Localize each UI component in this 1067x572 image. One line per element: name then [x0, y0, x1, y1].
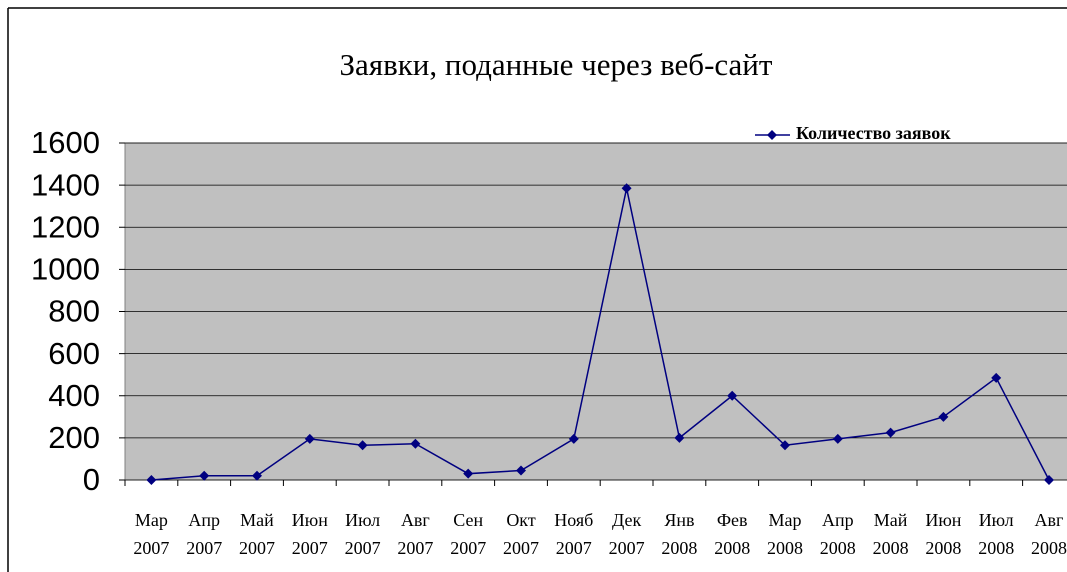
- x-tick-label: Дек 2007: [608, 510, 645, 558]
- marker: [463, 468, 474, 479]
- marker: [252, 470, 262, 481]
- marker: [885, 427, 896, 438]
- x-tick-label: Апр 2007: [186, 510, 223, 558]
- x-tick-label: Окт 2007: [503, 510, 539, 558]
- x-tick-label: Мар 2008: [767, 510, 803, 558]
- marker: [727, 390, 738, 401]
- x-tick-label: Нояб 2007: [554, 510, 594, 558]
- marker: [304, 433, 315, 444]
- x-tick-label: Май 2008: [872, 510, 909, 558]
- x-tick-label: Июн 2007: [291, 510, 328, 558]
- x-tick-label: Фев 2008: [714, 510, 751, 558]
- y-tick-label: 1600: [31, 125, 100, 160]
- marker: [568, 433, 579, 444]
- marker: [991, 372, 1002, 383]
- series-line: [151, 188, 1050, 481]
- y-tick-label: 0: [83, 462, 100, 497]
- marker: [199, 470, 210, 481]
- marker: [146, 475, 157, 485]
- x-tick-label: Авг 2008: [1031, 510, 1067, 558]
- marker: [674, 432, 685, 443]
- x-tick-label: Июн 2008: [925, 510, 962, 558]
- x-tick-label: Янв 2008: [661, 510, 698, 558]
- x-tick-label: Мар 2007: [133, 510, 170, 558]
- marker: [780, 440, 790, 451]
- x-tick-label: Авг 2007: [397, 510, 434, 558]
- x-tick-label: Июл 2007: [344, 510, 381, 558]
- y-tick-label: 1000: [31, 252, 100, 287]
- x-tick-label: Май 2007: [239, 510, 275, 558]
- y-tick-label: 600: [48, 336, 100, 371]
- marker: [516, 465, 526, 476]
- y-tick-label: 1200: [31, 209, 100, 244]
- y-tick-label: 800: [48, 294, 100, 329]
- marker: [938, 411, 949, 422]
- x-tick-label: Сен 2007: [450, 510, 487, 558]
- marker: [621, 183, 632, 194]
- chart-title: Заявки, поданные через веб-сайт: [340, 47, 773, 82]
- legend-label: Количество заявок: [796, 123, 951, 143]
- y-tick-label: 200: [48, 420, 100, 455]
- marker: [1044, 475, 1054, 485]
- x-tick-label: Апр 2008: [819, 510, 856, 558]
- marker: [357, 440, 368, 451]
- x-tick-label: Июл 2008: [978, 510, 1015, 558]
- marker: [767, 130, 777, 140]
- marker: [832, 433, 843, 444]
- marker: [410, 438, 421, 449]
- y-tick-label: 1400: [31, 167, 100, 202]
- y-tick-label: 400: [48, 378, 100, 413]
